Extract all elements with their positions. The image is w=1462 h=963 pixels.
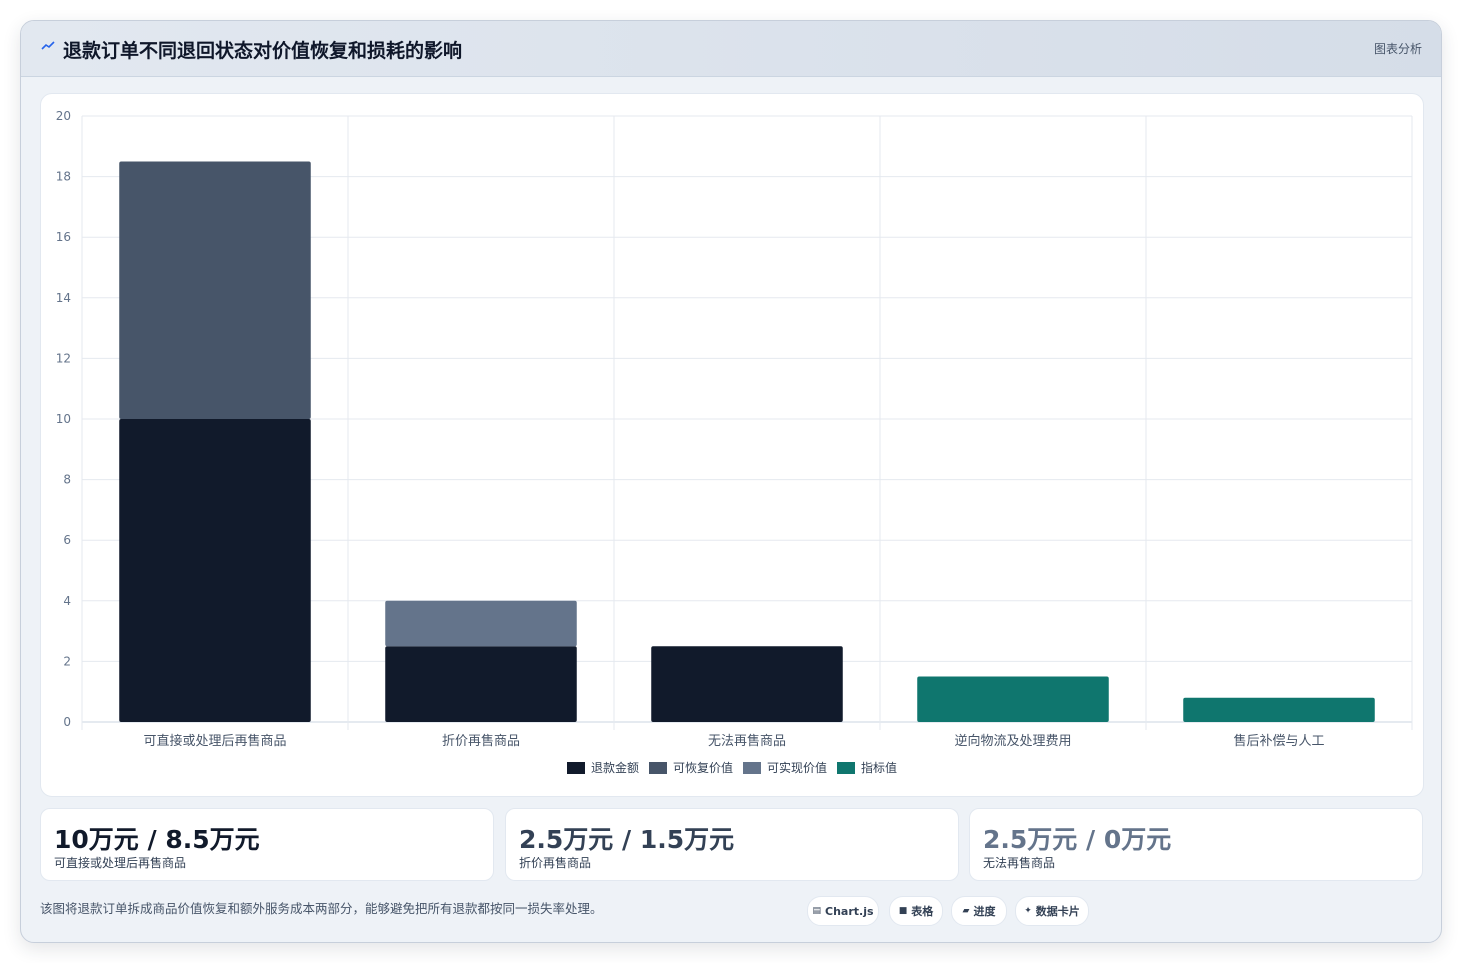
footnote: 该图将退款订单拆成商品价值恢复和额外服务成本两部分，能够避免把所有退款都按同一损… xyxy=(40,901,603,916)
chart-card: 退款订单不同退回状态对价值恢复和损耗的影响 图表分析 0 2 4 6 8 10 12 14 16… xyxy=(20,20,1442,943)
stat-value: 2.5万元 / 0万元 xyxy=(983,825,1172,854)
stat-card-unsellable: 2.5万元 / 0万元 无法再售商品 xyxy=(969,808,1423,881)
bar-segment xyxy=(917,676,1109,722)
sparkle-icon: ✦ xyxy=(1024,906,1032,916)
chip-table[interactable]: ■ 表格 xyxy=(889,896,943,926)
stat-label: 折价再售商品 xyxy=(519,856,592,870)
stat-label: 无法再售商品 xyxy=(983,856,1056,870)
bar-segment xyxy=(385,600,577,647)
chip-data-card[interactable]: ✦ 数据卡片 xyxy=(1015,896,1089,926)
legend-label: 退款金额 xyxy=(591,760,639,775)
table-icon: ■ xyxy=(898,906,908,916)
x-tick-label: 可直接或处理后再售商品 xyxy=(143,733,286,749)
bar-segment xyxy=(119,419,311,722)
chart-panel: 0 2 4 6 8 10 12 14 16 18 20 可直接或处理后再售商品 折价再售商品 无法再售商品… xyxy=(40,93,1424,797)
legend-swatch xyxy=(649,762,667,774)
y-tick-label: 20 xyxy=(56,109,71,123)
header-tag: 图表分析 xyxy=(1373,42,1422,56)
chip-label: 进度 xyxy=(973,905,996,918)
y-tick-label: 6 xyxy=(63,533,71,547)
trend-line-icon xyxy=(41,41,55,50)
y-tick-label: 10 xyxy=(56,412,71,426)
legend-swatch xyxy=(743,762,761,774)
bar-segment xyxy=(119,161,311,419)
bar-segment xyxy=(1183,697,1375,722)
chip-progress[interactable]: ▰ 进度 xyxy=(951,896,1007,926)
legend-label: 可恢复价值 xyxy=(673,760,733,775)
chip-label: Chart.js xyxy=(825,904,874,918)
chip-label: 数据卡片 xyxy=(1035,905,1080,918)
bar-segment xyxy=(385,646,577,722)
card-header: 退款订单不同退回状态对价值恢复和损耗的影响 图表分析 xyxy=(21,21,1441,77)
y-tick-label: 2 xyxy=(63,654,71,668)
bar-chart: 0 2 4 6 8 10 12 14 16 18 20 可直接或处理后再售商品 折价再售商品 无法再售商品… xyxy=(56,109,1413,775)
x-tick-label: 无法再售商品 xyxy=(708,733,786,749)
chip-chartjs[interactable]: ▤ Chart.js xyxy=(807,896,879,926)
y-tick-label: 18 xyxy=(56,170,71,184)
legend-label: 可实现价值 xyxy=(767,760,827,775)
y-tick-label: 14 xyxy=(56,291,71,305)
y-tick-label: 0 xyxy=(63,715,71,729)
bar-segment xyxy=(651,646,843,722)
y-tick-label: 4 xyxy=(63,594,71,608)
progress-icon: ▰ xyxy=(962,906,970,916)
x-tick-label: 逆向物流及处理费用 xyxy=(954,733,1071,749)
legend-label: 指标值 xyxy=(861,760,897,775)
y-tick-label: 16 xyxy=(56,230,71,244)
page-title: 退款订单不同退回状态对价值恢复和损耗的影响 xyxy=(63,40,463,62)
y-tick-label: 12 xyxy=(56,351,71,365)
chart-icon: ▤ xyxy=(812,906,821,916)
stat-card-discount: 2.5万元 / 1.5万元 折价再售商品 xyxy=(505,808,959,881)
legend-swatch xyxy=(837,762,855,774)
legend-swatch xyxy=(567,762,585,774)
stat-value: 10万元 / 8.5万元 xyxy=(54,825,260,854)
stat-value: 2.5万元 / 1.5万元 xyxy=(519,825,735,854)
x-tick-label: 折价再售商品 xyxy=(442,733,520,749)
stat-card-resellable: 10万元 / 8.5万元 可直接或处理后再售商品 xyxy=(40,808,494,881)
x-tick-label: 售后补偿与人工 xyxy=(1233,733,1324,749)
chip-label: 表格 xyxy=(911,905,934,918)
stat-label: 可直接或处理后再售商品 xyxy=(54,856,187,870)
y-tick-label: 8 xyxy=(63,473,71,487)
